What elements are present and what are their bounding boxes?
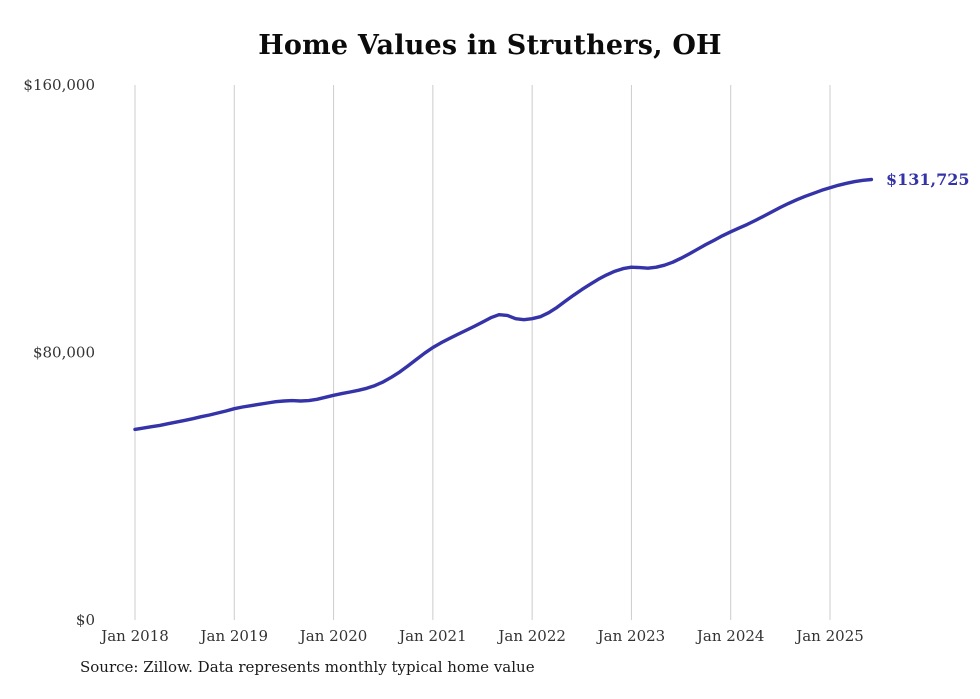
x-tick-label: Jan 2025 — [794, 627, 864, 645]
y-tick-label: $0 — [76, 611, 95, 629]
x-tick-label: Jan 2021 — [397, 627, 467, 645]
x-tick-label: Jan 2024 — [695, 627, 765, 645]
y-tick-label: $80,000 — [33, 344, 95, 362]
x-tick-label: Jan 2019 — [199, 627, 269, 645]
end-value-label: $131,725 — [886, 169, 970, 189]
source-note: Source: Zillow. Data represents monthly … — [80, 658, 535, 676]
x-tick-label: Jan 2023 — [596, 627, 666, 645]
x-tick-label: Jan 2020 — [298, 627, 368, 645]
chart-title: Home Values in Struthers, OH — [258, 30, 722, 61]
y-tick-label: $160,000 — [23, 76, 95, 94]
x-tick-label: Jan 2018 — [99, 627, 169, 645]
series-line — [133, 177, 874, 432]
x-tick-label: Jan 2022 — [496, 627, 566, 645]
